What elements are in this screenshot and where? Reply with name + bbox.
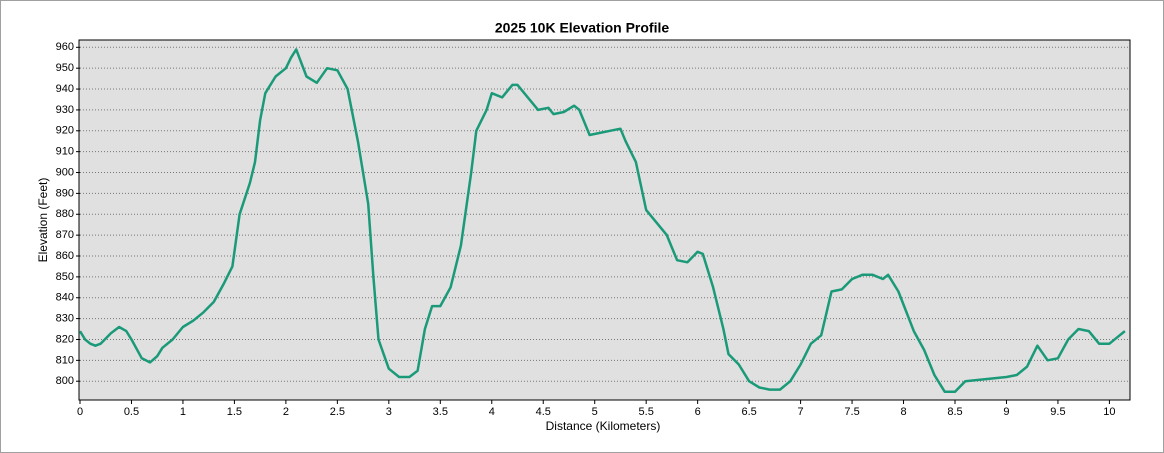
y-tick-label: 920 xyxy=(56,125,74,137)
x-tick-label: 9 xyxy=(1003,406,1009,418)
y-tick-label: 870 xyxy=(56,229,74,241)
x-tick-label: 2 xyxy=(283,406,289,418)
y-tick-label: 880 xyxy=(56,208,74,220)
y-tick-label: 890 xyxy=(56,187,74,199)
y-axis-label: Elevation (Feet) xyxy=(36,178,50,263)
x-tick-label: 1 xyxy=(180,406,186,418)
x-tick-label: 3 xyxy=(386,406,392,418)
y-tick-label: 950 xyxy=(56,62,74,74)
x-tick-label: 0.5 xyxy=(124,406,139,418)
x-tick-label: 2.5 xyxy=(330,406,345,418)
x-tick-label: 5.5 xyxy=(639,406,654,418)
x-tick-label: 8 xyxy=(900,406,906,418)
y-tick-label: 900 xyxy=(56,166,74,178)
y-tick-label: 800 xyxy=(56,375,74,387)
y-tick-label: 960 xyxy=(56,41,74,53)
y-tick-label: 820 xyxy=(56,333,74,345)
x-tick-label: 6 xyxy=(695,406,701,418)
x-tick-label: 7 xyxy=(798,406,804,418)
x-axis-label: Distance (Kilometers) xyxy=(546,419,661,433)
chart-title: 2025 10K Elevation Profile xyxy=(495,20,670,36)
y-tick-label: 840 xyxy=(56,292,74,304)
plot-area xyxy=(78,39,1131,401)
y-tick-label: 810 xyxy=(56,354,74,366)
y-tick-label: 910 xyxy=(56,146,74,158)
x-tick-label: 9.5 xyxy=(1050,406,1065,418)
y-tick-label: 830 xyxy=(56,313,74,325)
y-tick-label: 850 xyxy=(56,271,74,283)
x-tick-label: 5 xyxy=(592,406,598,418)
x-tick-label: 4 xyxy=(489,406,495,418)
x-tick-label: 3.5 xyxy=(433,406,448,418)
x-tick-label: 4.5 xyxy=(536,406,551,418)
x-tick-label: 1.5 xyxy=(227,406,242,418)
elevation-line xyxy=(78,48,1126,393)
x-tick-label: 6.5 xyxy=(741,406,756,418)
y-tick-label: 940 xyxy=(56,83,74,95)
y-tick-label: 930 xyxy=(56,104,74,116)
y-tick-label: 860 xyxy=(56,250,74,262)
x-tick-label: 7.5 xyxy=(844,406,859,418)
x-tick-label: 8.5 xyxy=(947,406,962,418)
x-tick-label: 10 xyxy=(1103,406,1115,418)
x-tick-label: 0 xyxy=(77,406,83,418)
